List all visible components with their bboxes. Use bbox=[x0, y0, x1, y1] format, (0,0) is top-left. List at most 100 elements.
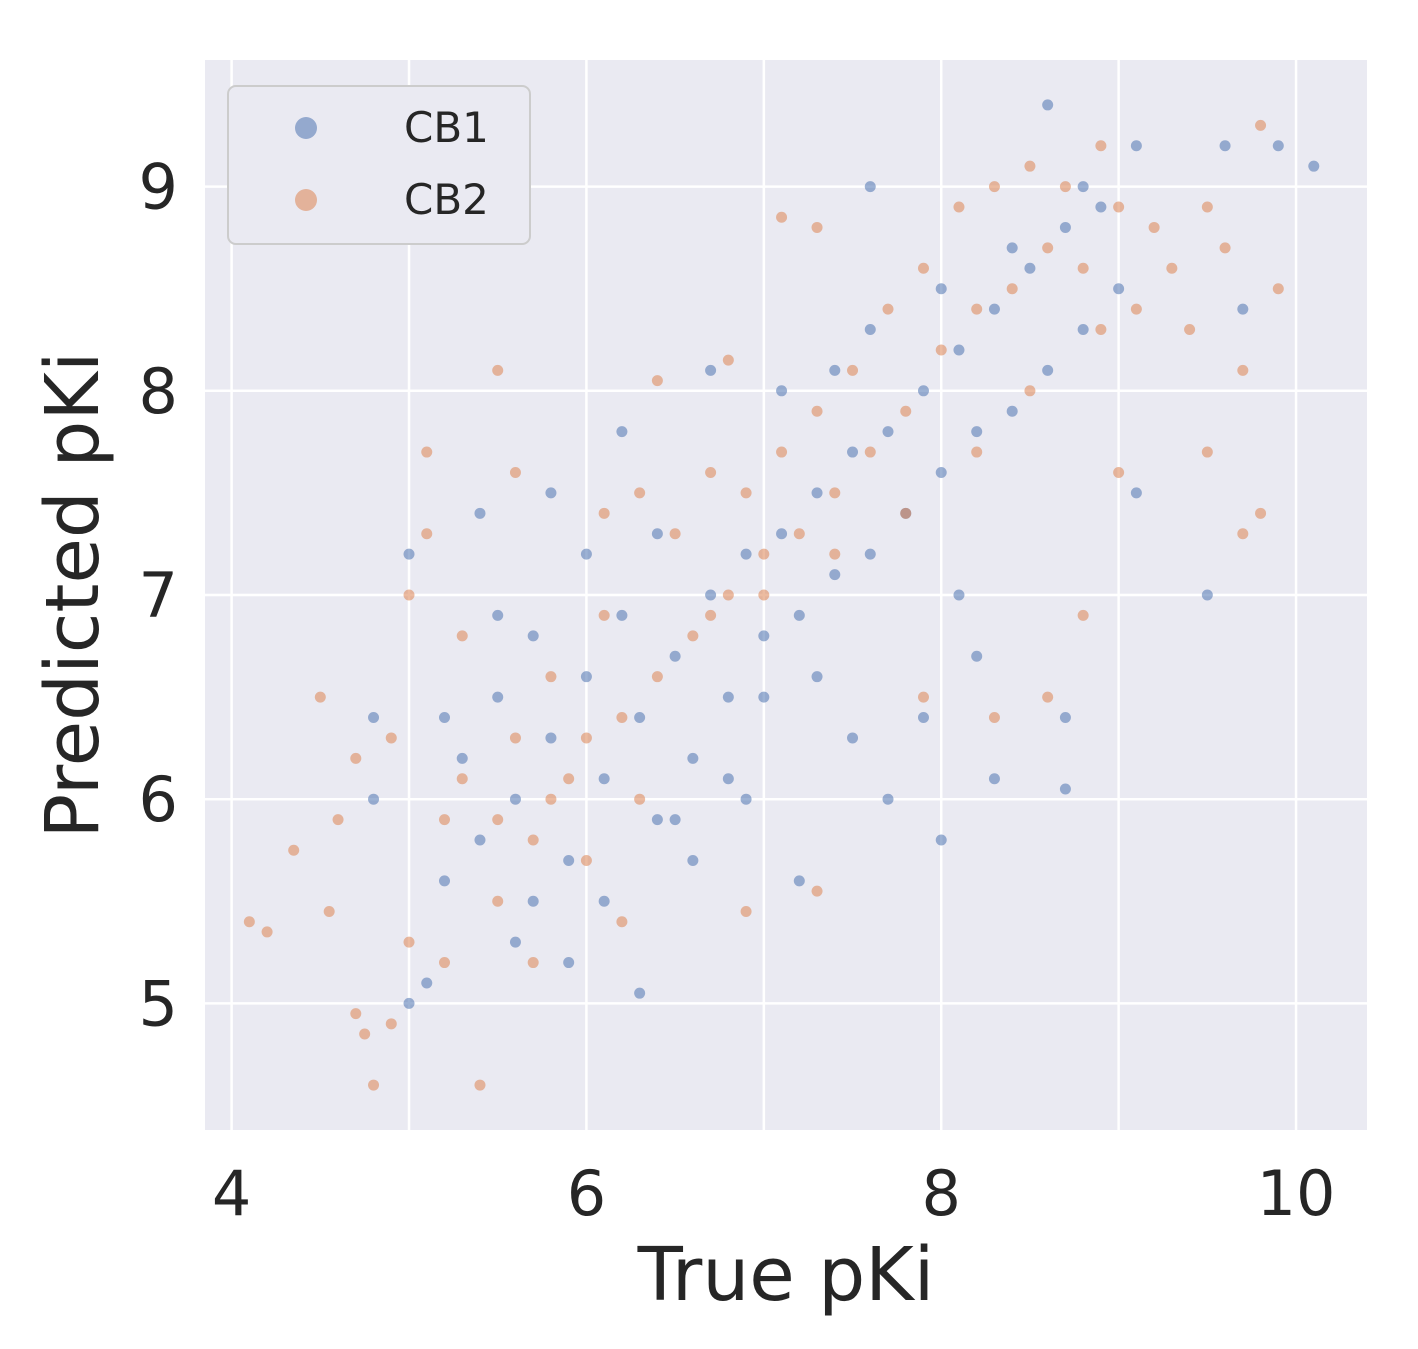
data-point bbox=[509, 936, 521, 948]
data-point bbox=[403, 936, 415, 948]
data-point bbox=[1006, 242, 1018, 254]
data-point bbox=[421, 446, 433, 458]
data-point bbox=[580, 854, 592, 866]
data-point bbox=[1201, 201, 1213, 213]
data-point bbox=[527, 895, 539, 907]
data-point bbox=[527, 630, 539, 642]
data-point bbox=[616, 916, 628, 928]
data-point bbox=[545, 671, 557, 683]
data-point bbox=[953, 589, 965, 601]
data-point bbox=[1184, 324, 1196, 336]
data-point bbox=[1059, 712, 1071, 724]
data-point bbox=[917, 262, 929, 274]
data-point bbox=[740, 793, 752, 805]
data-point bbox=[988, 303, 1000, 315]
data-point bbox=[634, 987, 646, 999]
data-point bbox=[971, 446, 983, 458]
data-point bbox=[598, 773, 610, 785]
y-tick-label: 8 bbox=[139, 355, 178, 428]
data-point bbox=[971, 426, 983, 438]
data-point bbox=[651, 528, 663, 540]
data-point bbox=[687, 752, 699, 764]
data-point bbox=[722, 691, 734, 703]
data-point bbox=[368, 793, 380, 805]
data-point bbox=[1201, 446, 1213, 458]
data-point bbox=[776, 385, 788, 397]
data-point bbox=[687, 854, 699, 866]
data-point bbox=[456, 630, 468, 642]
data-point bbox=[900, 405, 912, 417]
data-point bbox=[509, 732, 521, 744]
data-point bbox=[1042, 364, 1054, 376]
data-point bbox=[1006, 405, 1018, 417]
data-point bbox=[403, 589, 415, 601]
data-point bbox=[1077, 609, 1089, 621]
data-point bbox=[651, 375, 663, 387]
data-point bbox=[563, 854, 575, 866]
data-point bbox=[935, 466, 947, 478]
data-point bbox=[1308, 160, 1320, 172]
data-point bbox=[935, 834, 947, 846]
data-point bbox=[669, 528, 681, 540]
data-point bbox=[527, 957, 539, 969]
data-point bbox=[847, 364, 859, 376]
legend-marker-cb1 bbox=[295, 117, 317, 139]
data-point bbox=[1201, 589, 1213, 601]
data-point bbox=[350, 752, 362, 764]
data-point bbox=[722, 354, 734, 366]
data-point bbox=[847, 732, 859, 744]
data-point bbox=[864, 324, 876, 336]
data-point bbox=[359, 1028, 371, 1040]
data-point bbox=[793, 609, 805, 621]
data-point bbox=[580, 548, 592, 560]
data-point bbox=[545, 487, 557, 499]
data-point bbox=[864, 446, 876, 458]
data-point bbox=[1024, 262, 1036, 274]
data-point bbox=[971, 303, 983, 315]
data-point bbox=[1095, 324, 1107, 336]
data-point bbox=[421, 528, 433, 540]
data-point bbox=[616, 426, 628, 438]
data-point bbox=[350, 1008, 362, 1020]
data-point bbox=[563, 957, 575, 969]
series-cb2 bbox=[243, 119, 1284, 1091]
y-tick-label: 5 bbox=[139, 967, 178, 1040]
data-point bbox=[1237, 528, 1249, 540]
legend-label-cb1: CB1 bbox=[404, 103, 489, 152]
data-point bbox=[563, 773, 575, 785]
data-point bbox=[1219, 140, 1231, 152]
data-point bbox=[385, 732, 397, 744]
data-point bbox=[438, 712, 450, 724]
data-point bbox=[474, 507, 486, 519]
data-point bbox=[953, 201, 965, 213]
data-point bbox=[811, 221, 823, 233]
data-point bbox=[705, 609, 717, 621]
data-point bbox=[545, 793, 557, 805]
data-point bbox=[1059, 221, 1071, 233]
data-point bbox=[811, 405, 823, 417]
data-point bbox=[776, 446, 788, 458]
data-point bbox=[935, 344, 947, 356]
data-point bbox=[1237, 364, 1249, 376]
y-tick-label: 9 bbox=[139, 151, 178, 224]
data-point bbox=[705, 466, 717, 478]
data-point bbox=[243, 916, 255, 928]
data-point bbox=[634, 793, 646, 805]
data-point bbox=[1059, 181, 1071, 193]
x-tick-label: 10 bbox=[1257, 1157, 1336, 1230]
data-point bbox=[1042, 99, 1054, 111]
data-point bbox=[811, 487, 823, 499]
data-point bbox=[669, 650, 681, 662]
data-point bbox=[740, 906, 752, 918]
data-point bbox=[616, 712, 628, 724]
data-point bbox=[545, 732, 557, 744]
data-point bbox=[829, 487, 841, 499]
data-point bbox=[1272, 283, 1284, 295]
data-point bbox=[1255, 507, 1267, 519]
data-point bbox=[882, 793, 894, 805]
data-point bbox=[811, 885, 823, 897]
data-point bbox=[1042, 691, 1054, 703]
x-tick-label: 6 bbox=[567, 1157, 606, 1230]
data-point bbox=[776, 528, 788, 540]
